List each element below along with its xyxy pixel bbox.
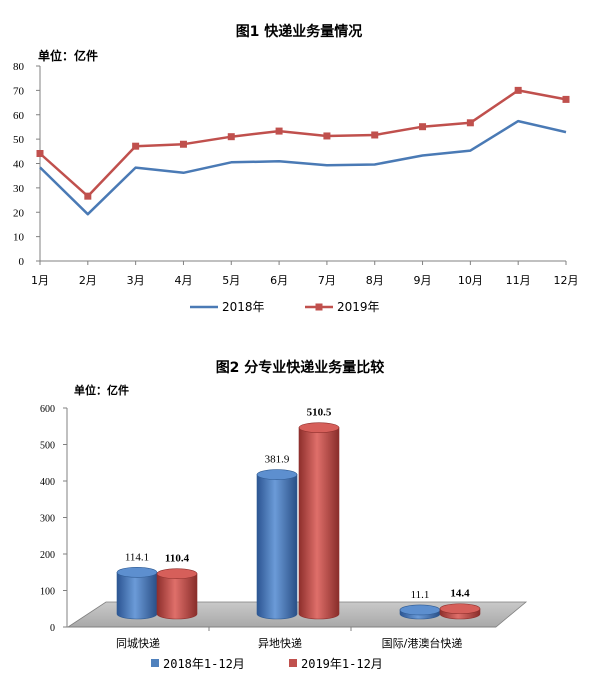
chart1-point-marker [371, 131, 379, 139]
chart2-bar-cap [156, 568, 198, 580]
chart1-x-tick-label: 12月 [554, 274, 579, 287]
chart2-bar: 114.1 [116, 551, 158, 620]
chart1-x-tick-label: 1月 [31, 274, 49, 287]
chart2-data-label: 114.1 [125, 551, 149, 563]
chart2-data-label: 11.1 [411, 589, 430, 601]
chart1-point-marker [419, 123, 427, 131]
chart2-bar: 110.4 [156, 553, 198, 620]
chart2-bar-body [116, 572, 158, 620]
chart1-y-tick-label: 20 [13, 207, 25, 219]
chart2-data-label: 381.9 [265, 454, 290, 466]
chart1-series-line-2 [39, 89, 567, 198]
line-chart-courier-volume: 图1 快递业务量情况 单位：亿件 0 10 20 30 40 50 60 70 80 1月 2月 3… [13, 23, 579, 314]
chart1-y-tick-label: 80 [13, 61, 25, 73]
chart2-bar-body [256, 474, 298, 620]
chart1-point-marker [132, 142, 140, 150]
chart2-y-tick-label: 200 [40, 550, 55, 561]
chart2-legend-label: 2019年1-12月 [301, 657, 383, 671]
chart2-data-label: 14.4 [450, 588, 470, 600]
chart1-series-line-1 [39, 119, 567, 216]
chart1-point-marker [562, 95, 570, 103]
chart1-x-tick-label: 10月 [458, 274, 483, 287]
chart2-data-label: 510.5 [307, 407, 332, 419]
chart1-x-tick-label: 9月 [414, 274, 432, 287]
chart1-legend: 2018年 2019年 [190, 300, 380, 314]
chart2-x-ticks: 同城快递 异地快递 国际/港澳台快递 [116, 636, 462, 650]
chart1-x-tick-label: 4月 [174, 274, 192, 287]
chart1-y-tick-label: 60 [13, 110, 25, 122]
chart1-legend-marker [315, 303, 323, 311]
chart2-data-label: 110.4 [165, 553, 190, 565]
chart1-x-tick-label: 7月 [318, 274, 336, 287]
chart1-y-tick-label: 70 [13, 85, 25, 97]
chart2-bar: 11.1 [399, 589, 441, 620]
chart1-point-marker [84, 192, 92, 200]
chart2-bar: 14.4 [439, 588, 481, 620]
chart1-x-tick-label: 3月 [127, 274, 145, 287]
chart2-bar-body [156, 573, 198, 620]
chart2-y-tick-label: 300 [40, 514, 55, 525]
chart2-y-tick-label: 100 [40, 587, 55, 598]
chart1-y-ticks: 0 10 20 30 40 50 60 70 80 [13, 61, 40, 268]
chart1-x-ticks: 1月 2月 3月 4月 5月 6月 7月 8月 9月 10月 11月 12月 [31, 261, 579, 287]
chart1-y-tick-label: 40 [13, 159, 25, 171]
chart2-unit-label: 单位：亿件 [74, 383, 129, 397]
chart2-y-ticks: 0 100 200 300 400 500 600 [40, 404, 67, 634]
chart1-point-marker [227, 133, 235, 141]
chart1-y-tick-label: 50 [13, 134, 25, 146]
chart1-y-tick-label: 10 [13, 232, 25, 244]
chart2-legend-swatch [289, 659, 297, 667]
chart1-point-marker [466, 119, 474, 127]
chart1-x-tick-label: 11月 [506, 274, 531, 287]
chart2-bar: 381.9 [256, 454, 298, 620]
bar-chart-courier-by-type: 图2 分专业快递业务量比较 单位：亿件 0100200300400500600 … [40, 359, 528, 671]
chart2-y-tick-label: 400 [40, 477, 55, 488]
chart1-point-marker [36, 150, 44, 158]
chart1-x-tick-label: 2月 [79, 274, 97, 287]
chart2-legend-label: 2018年1-12月 [163, 657, 245, 671]
chart1-point-marker [179, 140, 187, 148]
chart1-y-tick-label: 30 [13, 183, 25, 195]
chart1-point-marker [323, 132, 331, 140]
chart2-bars: 114.1 110.4 381.9 510.5 11.1 14.4 [116, 407, 481, 620]
chart2-legend: 2018年1-12月 2019年1-12月 [151, 657, 383, 671]
chart2-bar-cap [399, 604, 441, 616]
chart2-bar-cap [439, 603, 481, 615]
chart2-bar: 510.5 [298, 407, 340, 620]
chart1-unit-label: 单位：亿件 [38, 48, 98, 63]
chart2-title: 图2 分专业快递业务量比较 [216, 359, 385, 376]
chart1-x-tick-label: 6月 [270, 274, 288, 287]
chart2-y-tick-label: 500 [40, 441, 55, 452]
chart1-title: 图1 快递业务量情况 [236, 23, 363, 40]
chart2-bar-cap [298, 422, 340, 433]
chart1-x-tick-label: 8月 [366, 274, 384, 287]
chart1-series [36, 86, 570, 216]
chart2-x-tick-label: 同城快递 [116, 636, 160, 650]
chart1-point-marker [275, 127, 283, 135]
chart2-bar-cap [256, 469, 298, 480]
chart1-legend-label: 2018年 [222, 300, 265, 314]
chart1-x-tick-label: 5月 [222, 274, 240, 287]
chart2-y-tick-label: 0 [50, 623, 55, 634]
chart1-legend-label: 2019年 [337, 300, 380, 314]
chart1-point-marker [514, 86, 522, 94]
chart1-y-tick-label: 0 [19, 256, 25, 268]
chart2-bar-body [298, 427, 340, 620]
chart2-x-tick-label: 异地快递 [258, 636, 302, 650]
chart2-y-tick-label: 600 [40, 404, 55, 415]
chart2-x-tick-label: 国际/港澳台快递 [382, 636, 463, 650]
chart2-bar-cap [116, 567, 158, 578]
chart2-legend-swatch [151, 659, 159, 667]
